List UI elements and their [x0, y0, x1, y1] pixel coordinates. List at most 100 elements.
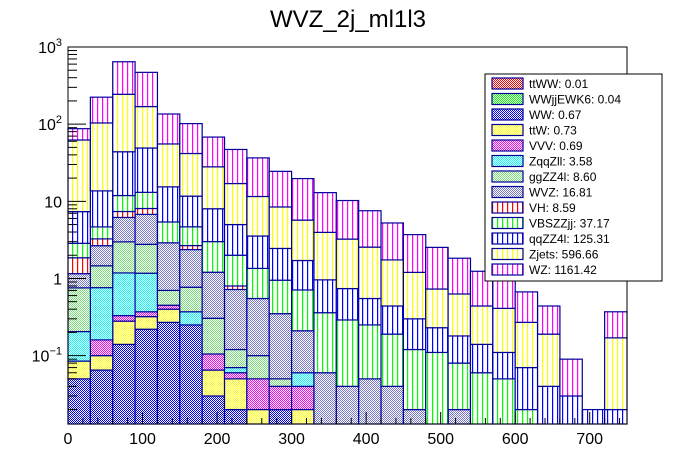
bar-VBSZZjj-bin-14	[380, 333, 405, 387]
bar-WZ-bin-13	[358, 210, 382, 248]
y-tick-label: 10	[44, 194, 62, 211]
bar-WVZ-bin-10	[291, 330, 315, 374]
legend-label-ggZZ4l: ggZZ4l: 8.60	[529, 170, 597, 184]
bar-WVZ-bin-13	[358, 378, 382, 425]
bar-qqZZ4l-bin-20	[514, 366, 539, 411]
bar-WZ-bin-19	[492, 277, 516, 309]
bar-qqZZ4l-bin-7	[223, 223, 248, 256]
bar-WZ-bin-12	[335, 199, 360, 240]
bar-WVZ-bin-14	[380, 385, 405, 425]
bar-Zjets-bin-8	[246, 195, 270, 237]
bar-VVV-bin-2	[112, 315, 136, 322]
bar-qqZZ4l-bin-24	[604, 408, 628, 425]
bar-VBSZZjj-bin-3	[134, 191, 159, 210]
bar-ggZZ4l-bin-2	[112, 241, 136, 274]
bar-VBSZZjj-bin-15	[402, 348, 427, 411]
bar-WW-bin-4	[156, 321, 181, 425]
legend-label-ttW: ttW: 0.73	[529, 124, 577, 138]
bar-VH-bin-3	[134, 207, 159, 215]
bar-WVZ-bin-12	[335, 385, 360, 425]
legend-swatch-WVZ	[491, 185, 524, 199]
bar-WZ-bin-1	[89, 96, 114, 124]
bar-WZ-bin-22	[559, 358, 583, 397]
bar-Zjets-bin-21	[536, 333, 561, 387]
bar-WZ-bin-4	[156, 113, 181, 145]
bar-WZ-bin-6	[201, 136, 226, 168]
bar-WZ-bin-11	[313, 192, 337, 233]
bar-WVZ-bin-5	[179, 248, 203, 288]
legend-label-VVV: VVV: 0.69	[529, 139, 583, 153]
bar-WZ-bin-10	[291, 177, 315, 221]
bar-ttW-bin-3	[134, 316, 159, 330]
x-tick-label: 500	[427, 431, 454, 448]
bar-ttW-bin-8	[246, 408, 270, 425]
bar-Zjets-bin-20	[514, 321, 539, 369]
bar-ttW-bin-2	[112, 320, 136, 345]
bar-ggZZ4l-bin-4	[156, 289, 181, 306]
bar-WW-bin-3	[134, 328, 159, 425]
legend-swatch-ggZZ4l	[491, 170, 524, 183]
bar-WZ-bin-7	[223, 148, 248, 185]
bar-VBSZZjj-bin-4	[156, 221, 181, 244]
bar-VBSZZjj-bin-2	[112, 194, 136, 213]
bar-WZ-bin-15	[402, 234, 427, 273]
y-tick-label: 102	[38, 114, 62, 134]
bar-ggZZ4l-bin-5	[179, 286, 203, 313]
bar-Zjets-bin-24	[604, 337, 628, 411]
bar-VVV-bin-8	[246, 378, 270, 411]
bar-VVV-bin-3	[134, 311, 159, 318]
bar-qqZZ4l-bin-3	[134, 147, 159, 193]
bar-WZ-bin-14	[380, 222, 405, 261]
bar-ttW-bin-0	[67, 360, 91, 380]
bar-VBSZZjj-bin-19	[492, 378, 516, 425]
bar-Zjets-bin-6	[201, 166, 226, 210]
legend-label-ZqqZll: ZqqZll: 3.58	[529, 155, 593, 169]
bar-ZqqZll-bin-10	[291, 372, 315, 387]
bar-qqZZ4l-bin-11	[313, 279, 337, 314]
bar-qqZZ4l-bin-4	[156, 186, 181, 223]
bar-WVZ-bin-4	[156, 242, 181, 292]
bar-WVZ-bin-8	[246, 297, 270, 357]
bar-Zjets-bin-12	[335, 238, 360, 290]
bar-Zjets-bin-1	[89, 122, 114, 192]
legend-label-qqZZ4l: qqZZ4l: 125.31	[529, 232, 610, 246]
legend-swatch-ZqqZll	[491, 154, 524, 168]
bar-VVV-bin-10	[291, 385, 315, 411]
bar-WW-bin-9	[268, 408, 293, 425]
bar-Zjets-bin-16	[425, 288, 449, 329]
x-tick-label: 0	[64, 431, 73, 448]
bar-ggZZ4l-bin-9	[268, 378, 293, 387]
legend-swatch-WWjjEWK6	[491, 92, 524, 106]
bar-VBSZZjj-bin-20	[514, 408, 539, 425]
bar-Zjets-bin-7	[223, 182, 248, 226]
bar-ttW-bin-4	[156, 308, 181, 323]
bar-Zjets-bin-5	[179, 152, 203, 197]
legend-swatch-ttWW	[491, 77, 524, 90]
bar-WZ-bin-5	[179, 123, 203, 155]
bar-Zjets-bin-10	[291, 219, 315, 262]
bar-ZqqZll-bin-1	[89, 287, 114, 341]
legend-swatch-VBSZZjj	[491, 216, 524, 230]
bar-Zjets-bin-2	[112, 93, 136, 153]
bar-qqZZ4l-bin-5	[179, 195, 203, 228]
bar-VVV-bin-7	[223, 372, 248, 380]
bar-VBSZZjj-bin-8	[246, 267, 270, 300]
bar-qqZZ4l-bin-22	[559, 395, 583, 425]
bar-WW-bin-6	[201, 395, 226, 425]
x-tick-label: 600	[502, 431, 529, 448]
bar-Zjets-bin-14	[380, 259, 405, 307]
bar-qqZZ4l-bin-2	[112, 151, 136, 197]
bar-ttW-bin-10	[291, 408, 315, 425]
legend-label-WW: WW: 0.67	[529, 108, 582, 122]
bar-WVZ-bin-9	[268, 313, 293, 380]
bar-Zjets-bin-4	[156, 143, 181, 188]
bar-Zjets-bin-19	[492, 307, 516, 354]
legend-swatch-ttW	[491, 123, 524, 137]
bar-ggZZ4l-bin-8	[246, 355, 270, 380]
bar-Zjets-bin-15	[402, 271, 427, 320]
x-tick-label: 200	[204, 431, 231, 448]
bar-ttW-bin-1	[89, 355, 114, 371]
bar-VBSZZjj-bin-10	[291, 289, 315, 332]
x-tick-label: 700	[576, 431, 603, 448]
